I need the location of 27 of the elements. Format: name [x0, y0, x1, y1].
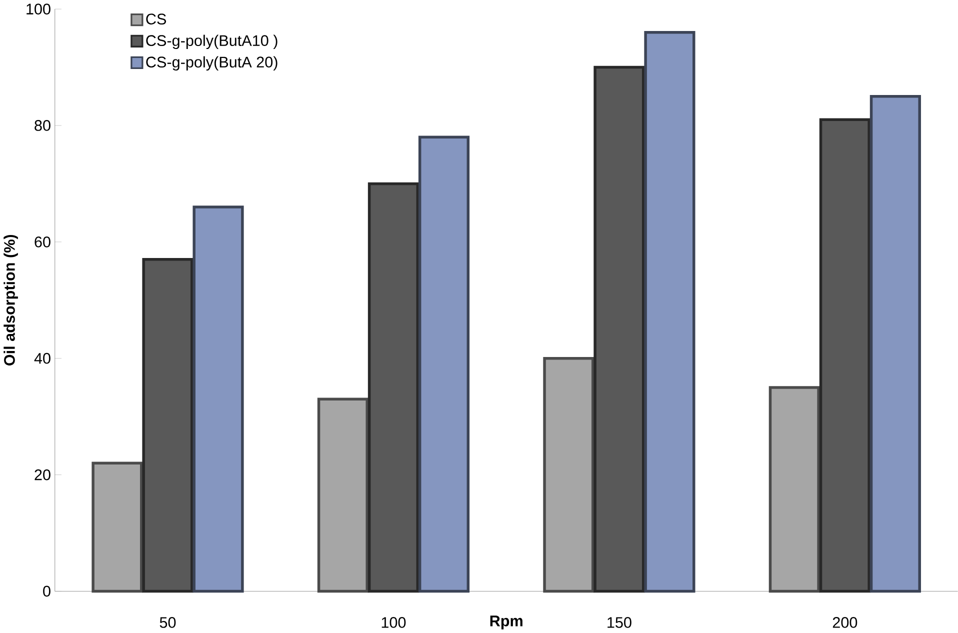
x-tick-label: 50: [160, 617, 176, 628]
y-tick-label: 0: [43, 586, 50, 597]
bar: [819, 118, 870, 593]
bar: [870, 95, 921, 593]
bar: [418, 136, 470, 593]
bar: [543, 356, 594, 593]
bar: [594, 66, 645, 593]
bar: [92, 462, 143, 593]
bar: [368, 182, 420, 593]
y-tick-label: 60: [34, 236, 50, 248]
y-tick-label: 80: [34, 120, 50, 131]
legend-label: CS: [146, 14, 166, 25]
x-tick-label: 200: [832, 617, 858, 628]
legend-label: CS-g-poly(ButA 20): [146, 56, 278, 71]
legend-label: CS-g-poly(ButA10 ): [146, 34, 278, 50]
y-tick-label: 100: [26, 4, 50, 14]
y-tick-label: 20: [34, 469, 50, 480]
bar: [142, 258, 194, 593]
bar: [768, 386, 820, 593]
x-tick-label: 150: [608, 617, 632, 628]
y-axis-title: Oil adsorption (%): [4, 234, 18, 366]
bar: [317, 398, 368, 593]
y-tick-label: 40: [34, 352, 50, 364]
x-axis-title: Rpm: [490, 616, 522, 630]
bar: [192, 206, 244, 593]
x-tick-label: 100: [382, 617, 406, 628]
bar: [644, 30, 696, 593]
